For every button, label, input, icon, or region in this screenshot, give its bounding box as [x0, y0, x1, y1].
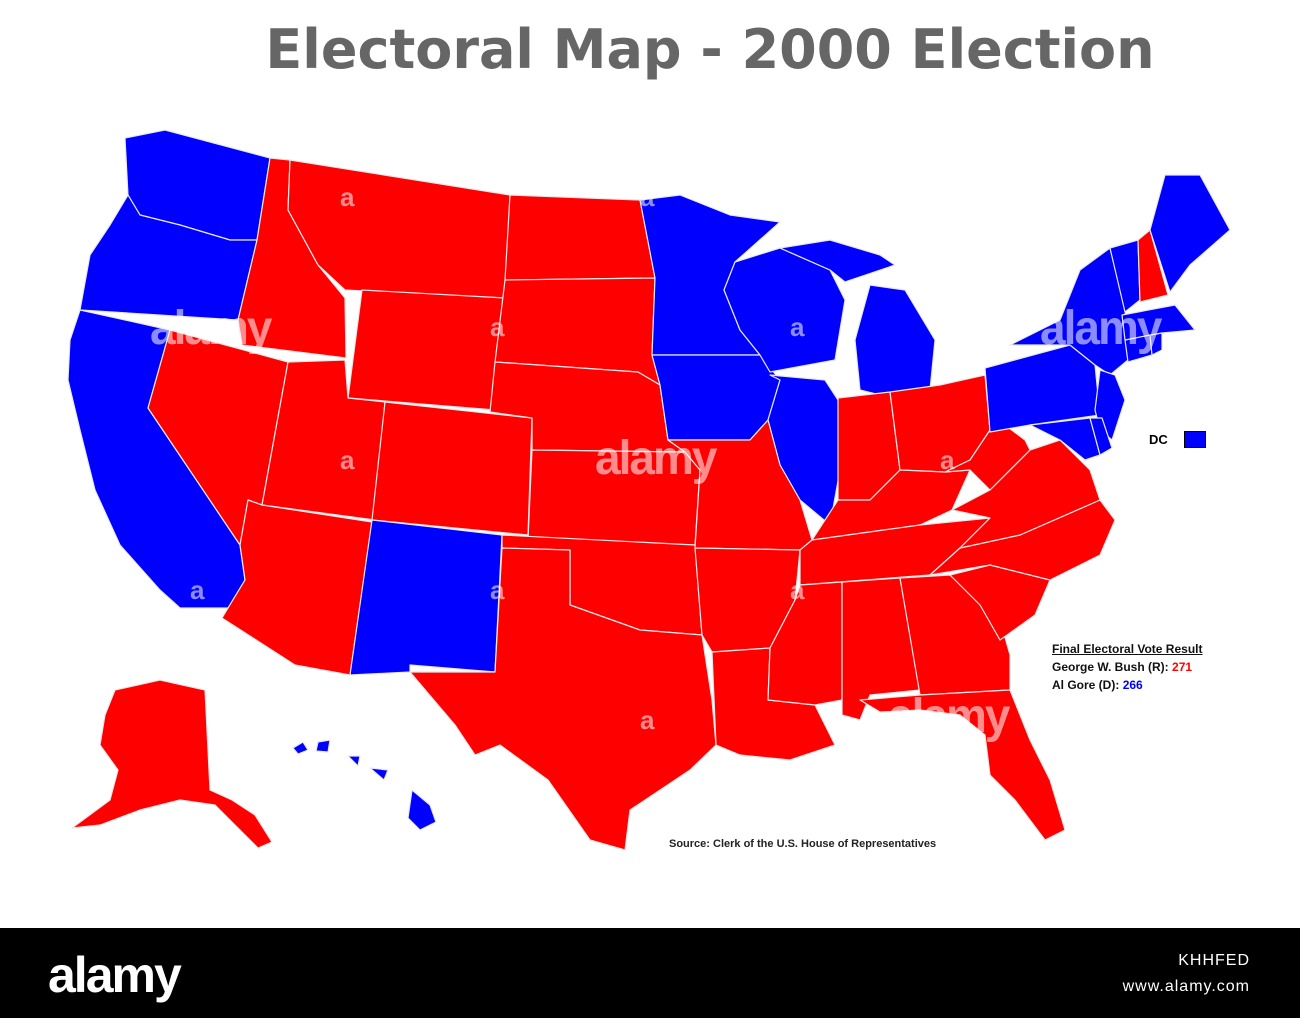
- state-illinois: [767, 374, 841, 526]
- state-michigan: [854, 284, 936, 396]
- watermark-letter: a: [490, 312, 505, 342]
- state-colorado: [371, 401, 533, 536]
- electoral-result-box: Final Electoral Vote Result George W. Bu…: [1052, 640, 1202, 694]
- title-area: Electoral Map - 2000 Election: [0, 0, 1300, 100]
- state-florida: [859, 689, 1066, 841]
- bush-label: George W. Bush (R):: [1052, 660, 1169, 674]
- result-heading: Final Electoral Vote Result: [1052, 642, 1203, 656]
- footer-logo: alamy: [48, 947, 182, 1003]
- watermark-letter: a: [640, 182, 655, 212]
- state-west-virginia: [944, 424, 1031, 491]
- state-alaska: [71, 679, 273, 849]
- bush-votes: 271: [1172, 660, 1193, 674]
- state-massachusetts: [1121, 304, 1196, 341]
- state-maryland: [1029, 417, 1101, 461]
- watermark-letter: a: [640, 705, 655, 735]
- footer-bar: alamy KHHFED www.alamy.com: [0, 928, 1300, 1018]
- watermark-letter: a: [790, 312, 805, 342]
- watermark-letter: a: [790, 575, 805, 605]
- footer-url: www.alamy.com: [1122, 978, 1250, 995]
- watermark-letter: a: [340, 182, 355, 212]
- watermark: alamy: [595, 429, 717, 485]
- footer-image-id: KHHFED: [1178, 952, 1250, 969]
- watermark: alamy: [150, 299, 272, 355]
- watermark-letter: a: [340, 445, 355, 475]
- gore-votes: 266: [1122, 678, 1143, 692]
- watermark: alamy: [1040, 299, 1162, 355]
- watermark-letter: a: [940, 445, 955, 475]
- state-hawaii: [292, 739, 437, 831]
- state-michigan-upper: [779, 239, 896, 283]
- state-new-hampshire: [1137, 229, 1169, 303]
- watermark-letter: a: [490, 575, 505, 605]
- state-delaware: [1089, 417, 1113, 456]
- state-wyoming: [347, 289, 506, 411]
- us-electoral-map: [67, 129, 1231, 851]
- dc-legend-label: DC: [1149, 432, 1168, 447]
- state-texas: [409, 547, 717, 851]
- result-bush-row: George W. Bush (R): 271: [1052, 658, 1202, 676]
- watermark: alamy: [888, 687, 1010, 743]
- result-gore-row: Al Gore (D): 266: [1052, 676, 1202, 694]
- source-note: Source: Clerk of the U.S. House of Repre…: [669, 838, 937, 850]
- map-title: Electoral Map - 2000 Election: [265, 18, 1155, 81]
- state-maine: [1149, 174, 1231, 293]
- state-north-dakota: [504, 194, 656, 281]
- gore-label: Al Gore (D):: [1052, 678, 1120, 692]
- state-arizona: [221, 499, 373, 676]
- state-new-mexico: [349, 519, 503, 676]
- watermark-letter: a: [190, 575, 205, 605]
- dc-legend-swatch: [1184, 431, 1206, 448]
